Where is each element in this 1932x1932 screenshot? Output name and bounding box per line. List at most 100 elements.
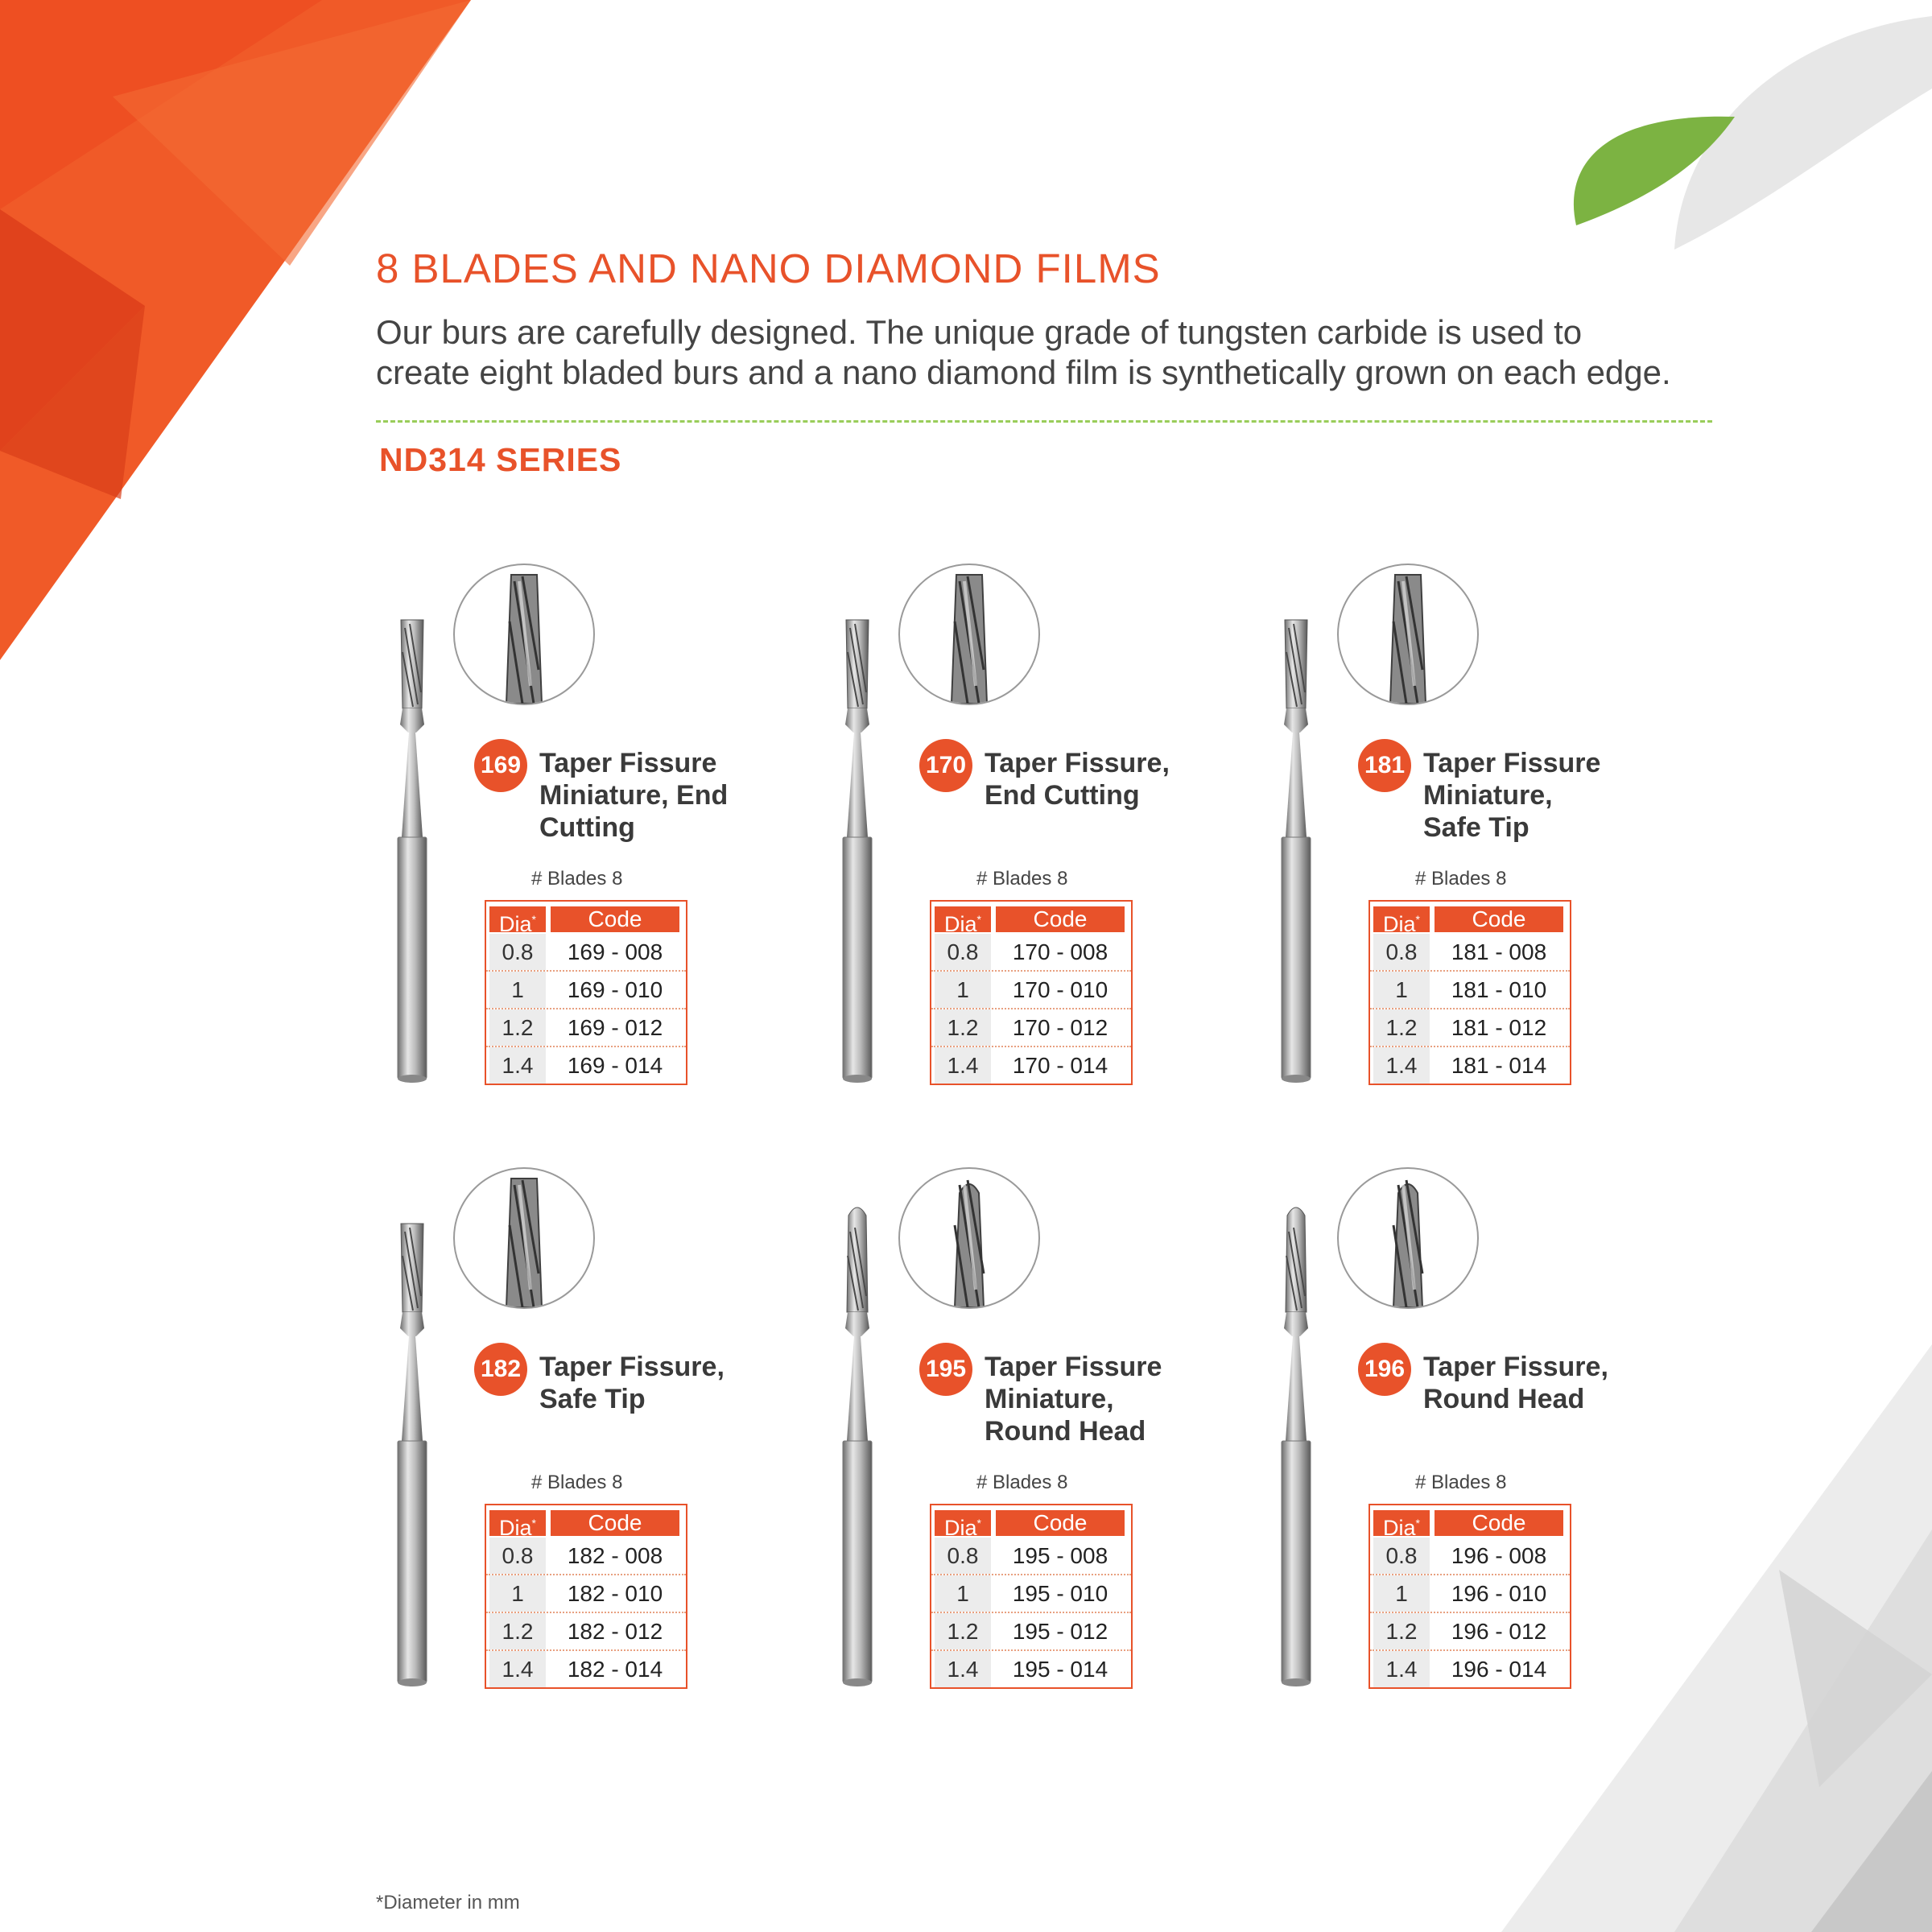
grey-corner-shape: [1501, 1344, 1932, 1932]
diameter-cell: 0.8: [489, 934, 546, 970]
product-name: Taper Fissure Miniature, Round Head: [985, 1351, 1226, 1447]
table-row: 1.2 195 - 012: [931, 1613, 1131, 1651]
bur-image: [842, 619, 873, 1083]
code-cell: 182 - 014: [567, 1656, 663, 1682]
code-cell: 181 - 012: [1451, 1014, 1547, 1040]
code-cell: 195 - 014: [1012, 1656, 1108, 1682]
code-cell: 181 - 010: [1451, 976, 1547, 1002]
code-cell: 195 - 012: [1012, 1618, 1108, 1644]
table-row: 0.8 196 - 008: [1370, 1538, 1570, 1575]
bur-tip-closeup: [898, 1167, 1040, 1309]
product-name-line: Taper Fissure,: [985, 748, 1170, 778]
bur-tip-closeup-image: [505, 1178, 543, 1307]
product-number-badge: 169: [474, 739, 527, 792]
diameter-cell: 1.2: [1373, 1009, 1430, 1046]
diameter-cell: 1.2: [935, 1613, 991, 1649]
code-cell: 196 - 014: [1451, 1656, 1547, 1682]
code-cell: 170 - 010: [1012, 976, 1108, 1002]
dia-header-label: Dia: [499, 912, 532, 936]
dia-header-label: Dia: [499, 1516, 532, 1540]
product-card-195: 195 Taper Fissure Miniature, Round Head # Bl…: [821, 1167, 1256, 1731]
table-row: 0.8 170 - 008: [931, 934, 1131, 972]
bur-image: [397, 619, 427, 1083]
bur-tip-closeup-image: [953, 1179, 985, 1307]
diameter-cell: 0.8: [1373, 934, 1430, 970]
table-row: 1.2 169 - 012: [486, 1009, 686, 1047]
code-cell: 182 - 012: [567, 1618, 663, 1644]
intro-text: Our burs are carefully designed. The uni…: [376, 312, 1793, 393]
dia-header-label: Dia: [1383, 1516, 1416, 1540]
product-name: Taper Fissure, Round Head: [1423, 1351, 1665, 1415]
dia-header-label: Dia: [1383, 912, 1416, 936]
table-row: 0.8 195 - 008: [931, 1538, 1131, 1575]
code-cell: 195 - 010: [1012, 1580, 1108, 1606]
code-cell: 196 - 008: [1451, 1542, 1547, 1568]
code-cell: 196 - 010: [1451, 1580, 1547, 1606]
code-cell: 182 - 010: [567, 1580, 663, 1606]
dia-footnote-marker: *: [531, 913, 536, 926]
dia-footnote-marker: *: [1415, 913, 1420, 926]
diameter-cell: 1: [1373, 972, 1430, 1008]
table-row: 1.2 196 - 012: [1370, 1613, 1570, 1651]
table-row: 0.8 182 - 008: [486, 1538, 686, 1575]
bur-tip-closeup-image: [950, 574, 989, 704]
green-leaf-shape: [1573, 116, 1735, 225]
bur-photo: [1260, 1167, 1332, 1703]
product-name: Taper Fissure, Safe Tip: [539, 1351, 781, 1415]
blades-count: # Blades 8: [976, 1472, 1068, 1493]
diameter-cell: 1.4: [935, 1651, 991, 1687]
code-header: Code: [1435, 906, 1563, 932]
spec-table: Dia* Code 0.8 170 - 008 1 170 - 010 1.2 170 - 0…: [930, 900, 1133, 1085]
diameter-cell: 1.2: [489, 1613, 546, 1649]
product-name-line: Taper Fissure: [985, 1352, 1162, 1382]
product-name-line: Round Head: [1423, 1384, 1585, 1414]
product-number-badge: 195: [919, 1343, 972, 1396]
product-card-182: 182 Taper Fissure, Safe Tip # Blades 8 Dia* C…: [376, 1167, 811, 1731]
diameter-cell: 1: [489, 1575, 546, 1612]
dia-header: Dia*: [935, 1510, 991, 1540]
spec-table-header: Dia* Code: [1370, 1505, 1570, 1540]
table-row: 0.8 181 - 008: [1370, 934, 1570, 972]
dia-header-label: Dia: [944, 1516, 977, 1540]
table-row: 1.4 170 - 014: [931, 1047, 1131, 1084]
dia-header: Dia*: [489, 1510, 546, 1540]
bur-image: [842, 1207, 873, 1686]
diameter-cell: 1.4: [489, 1651, 546, 1687]
bur-photo: [376, 564, 448, 1099]
bur-photo: [821, 1167, 894, 1703]
orange-corner-shape: [0, 0, 471, 660]
diameter-cell: 1.4: [489, 1047, 546, 1084]
dia-footnote-marker: *: [976, 1517, 981, 1530]
diameter-cell: 1.4: [935, 1047, 991, 1084]
table-row: 1 169 - 010: [486, 972, 686, 1009]
product-name-line: Cutting: [539, 812, 635, 843]
diameter-cell: 0.8: [1373, 1538, 1430, 1574]
bur-photo: [376, 1167, 448, 1703]
blades-count: # Blades 8: [1415, 868, 1507, 890]
diameter-cell: 1.2: [1373, 1613, 1430, 1649]
page-heading: 8 BLADES AND NANO DIAMOND FILMS: [376, 246, 1161, 291]
diameter-cell: 0.8: [935, 934, 991, 970]
spec-table: Dia* Code 0.8 195 - 008 1 195 - 010 1.2 195 - 0…: [930, 1504, 1133, 1689]
code-header: Code: [1435, 1510, 1563, 1536]
intro-line-2: create eight bladed burs and a nano diam…: [376, 353, 1671, 391]
dashed-divider: [376, 420, 1712, 423]
code-cell: 169 - 014: [567, 1052, 663, 1078]
code-cell: 169 - 012: [567, 1014, 663, 1040]
table-row: 1 181 - 010: [1370, 972, 1570, 1009]
diameter-cell: 1: [935, 1575, 991, 1612]
code-cell: 196 - 012: [1451, 1618, 1547, 1644]
table-row: 1.4 169 - 014: [486, 1047, 686, 1084]
diameter-cell: 1.2: [489, 1009, 546, 1046]
spec-table: Dia* Code 0.8 169 - 008 1 169 - 010 1.2 169 - 0…: [485, 900, 687, 1085]
table-row: 1.4 182 - 014: [486, 1651, 686, 1687]
table-row: 1.2 181 - 012: [1370, 1009, 1570, 1047]
table-row: 1.2 170 - 012: [931, 1009, 1131, 1047]
diameter-cell: 0.8: [935, 1538, 991, 1574]
intro-line-1: Our burs are carefully designed. The uni…: [376, 313, 1583, 351]
product-number-badge: 170: [919, 739, 972, 792]
bur-photo: [1260, 564, 1332, 1099]
code-cell: 182 - 008: [567, 1542, 663, 1568]
product-name-line: Round Head: [985, 1416, 1146, 1447]
dia-header: Dia*: [489, 906, 546, 936]
